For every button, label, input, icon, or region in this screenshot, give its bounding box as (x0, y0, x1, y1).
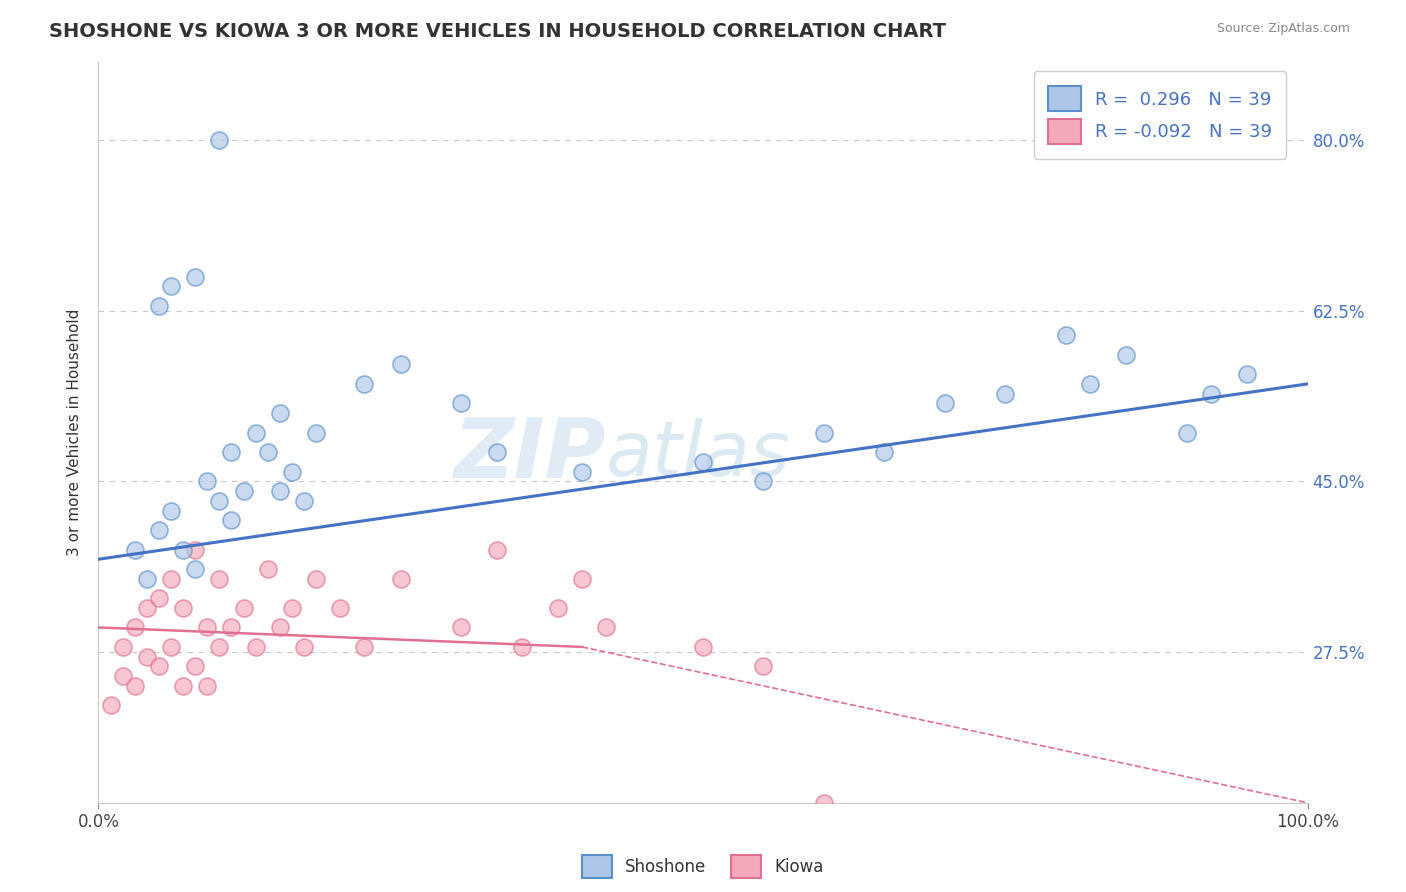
Point (595, 620, 617, 634)
Point (269, 620, 291, 634)
Point (148, 299, 170, 313)
Text: atlas: atlas (606, 417, 790, 491)
Point (100, 698, 122, 713)
Point (389, 358, 412, 372)
Point (135, 649, 157, 664)
Point (195, 475, 218, 489)
Point (292, 493, 315, 508)
Point (221, 513, 243, 527)
Point (245, 425, 267, 440)
Point (269, 406, 291, 420)
Point (813, 425, 835, 440)
Point (195, 679, 218, 693)
Point (353, 376, 375, 391)
Point (232, 484, 254, 499)
Point (221, 445, 243, 459)
Point (172, 679, 194, 693)
Y-axis label: 3 or more Vehicles in Household: 3 or more Vehicles in Household (67, 309, 83, 557)
Point (208, 640, 231, 654)
Point (571, 465, 593, 479)
Text: SHOSHONE VS KIOWA 3 OR MORE VEHICLES IN HOUSEHOLD CORRELATION CHART: SHOSHONE VS KIOWA 3 OR MORE VEHICLES IN … (49, 22, 946, 41)
Point (1175, 425, 1198, 440)
Point (124, 679, 146, 693)
Point (547, 601, 569, 615)
Point (111, 640, 134, 654)
Point (450, 396, 472, 410)
Point (135, 601, 157, 615)
Point (160, 503, 183, 517)
Point (510, 640, 533, 654)
Point (752, 475, 775, 489)
Point (160, 572, 183, 586)
Point (752, 659, 775, 673)
Point (256, 562, 278, 576)
Point (329, 601, 352, 615)
Point (124, 620, 146, 634)
Point (571, 572, 593, 586)
Point (184, 562, 207, 576)
Point (111, 669, 134, 683)
Point (1199, 386, 1222, 401)
Point (1078, 376, 1101, 391)
Point (450, 620, 472, 634)
Point (184, 542, 207, 557)
Point (208, 572, 231, 586)
Point (269, 484, 291, 499)
Point (1115, 348, 1137, 362)
Point (305, 425, 328, 440)
Point (873, 445, 896, 459)
Point (148, 523, 170, 537)
Point (994, 386, 1017, 401)
Point (486, 542, 509, 557)
Point (148, 591, 170, 606)
Point (281, 465, 304, 479)
Point (692, 640, 714, 654)
Point (245, 640, 267, 654)
Point (256, 445, 278, 459)
Point (353, 640, 375, 654)
Point (184, 269, 207, 284)
Point (486, 445, 509, 459)
Point (305, 572, 328, 586)
Point (813, 796, 835, 810)
Point (389, 572, 412, 586)
Point (172, 601, 194, 615)
Point (1236, 367, 1258, 381)
Point (281, 601, 304, 615)
Point (195, 620, 218, 634)
Point (1054, 328, 1077, 343)
Point (232, 601, 254, 615)
Point (692, 455, 714, 469)
Point (160, 279, 183, 293)
Point (135, 572, 157, 586)
Point (292, 640, 315, 654)
Point (160, 640, 183, 654)
Text: ZIP: ZIP (454, 414, 606, 495)
Point (208, 133, 231, 147)
Point (934, 396, 956, 410)
Point (184, 659, 207, 673)
Point (208, 493, 231, 508)
Point (148, 659, 170, 673)
Legend: Shoshone, Kiowa: Shoshone, Kiowa (575, 848, 831, 885)
Point (124, 542, 146, 557)
Point (221, 620, 243, 634)
Point (172, 542, 194, 557)
Text: Source: ZipAtlas.com: Source: ZipAtlas.com (1216, 22, 1350, 36)
